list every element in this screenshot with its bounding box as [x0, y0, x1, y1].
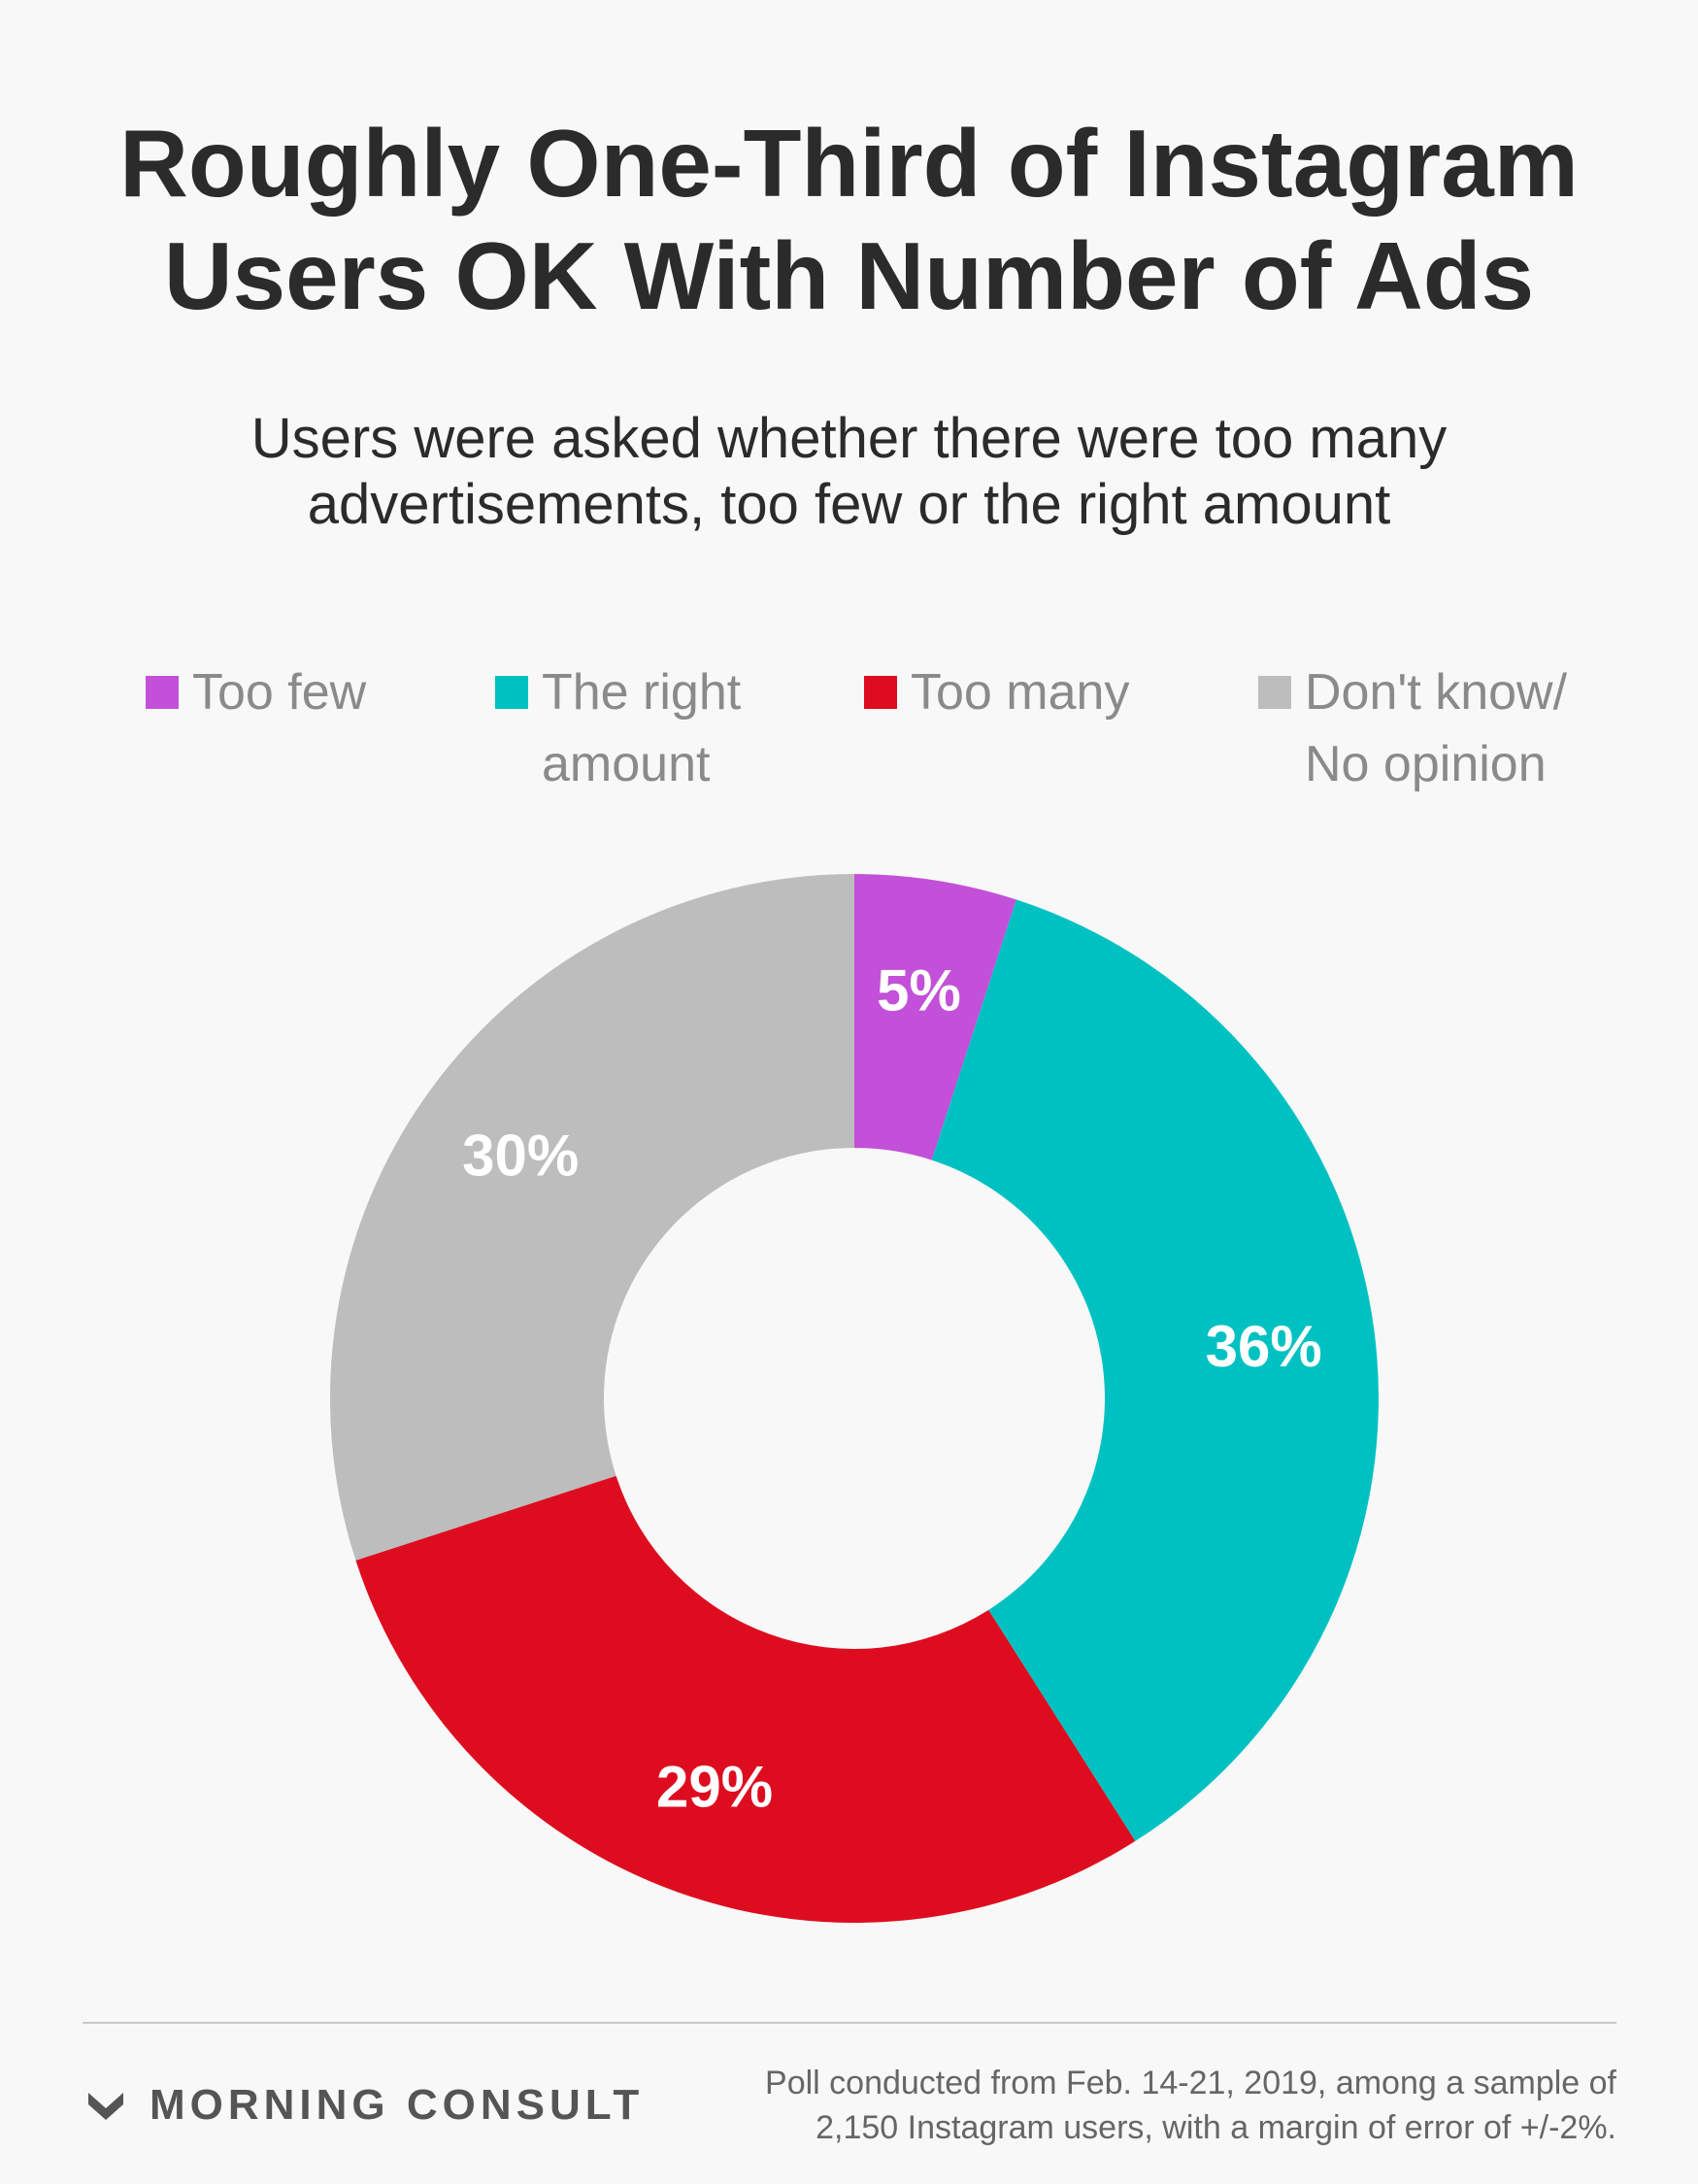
brand: MORNING CONSULT [85, 2076, 644, 2134]
slice-too-many [355, 1475, 1136, 1924]
slice-label-the-right-amount: 36% [1206, 1314, 1322, 1379]
legend-swatch-too-many [864, 676, 897, 709]
slice-too-few [854, 874, 1016, 1160]
slice-label-don-t-know-no-opinion: 30% [462, 1124, 579, 1189]
legend-swatch-right-amount [495, 676, 528, 709]
chart-subtitle: Users were asked whether there were too … [0, 406, 1698, 538]
legend-label-line: No opinion [1305, 736, 1547, 792]
legend-swatch-no-opinion [1258, 676, 1291, 709]
legend-label-line: amount [542, 736, 711, 792]
footer-divider [83, 2022, 1616, 2024]
morning-consult-logo-icon [88, 2093, 123, 2120]
legend-label-no-opinion: Don't know/ No opinion [1305, 656, 1567, 800]
slice-label-too-few: 5% [877, 958, 961, 1024]
chart-subtitle-line-2: advertisements, too few or the right amo… [307, 473, 1391, 536]
chart-title-line-1: Roughly One-Third of Instagram [119, 110, 1579, 217]
footnote: Poll conducted from Feb. 14-21, 2019, am… [665, 2061, 1616, 2150]
chart-title-line-2: Users OK With Number of Ads [163, 222, 1535, 329]
footnote-line-2: 2,150 Instagram users, with a margin of … [816, 2109, 1616, 2146]
legend-label-too-many: Too many [911, 656, 1129, 728]
chart-title: Roughly One-Third of Instagram Users OK … [0, 107, 1698, 332]
slice-don-t-know-no-opinion [330, 874, 854, 1561]
legend-label-line: The right [542, 664, 742, 721]
legend-label-line: Too few [192, 664, 367, 721]
slice-the-right-amount [931, 899, 1379, 1841]
legend-swatch-too-few [146, 676, 179, 709]
legend-label-line: Too many [911, 664, 1130, 721]
slice-label-too-many: 29% [656, 1754, 773, 1819]
footnote-line-1: Poll conducted from Feb. 14-21, 2019, am… [765, 2065, 1616, 2101]
legend-label-line: Don't know/ [1305, 664, 1568, 721]
chart-subtitle-line-1: Users were asked whether there were too … [250, 407, 1448, 470]
legend-label-too-few: Too few [192, 656, 366, 728]
brand-name: MORNING CONSULT [150, 2081, 645, 2129]
legend-label-right-amount: The right amount [542, 656, 741, 800]
